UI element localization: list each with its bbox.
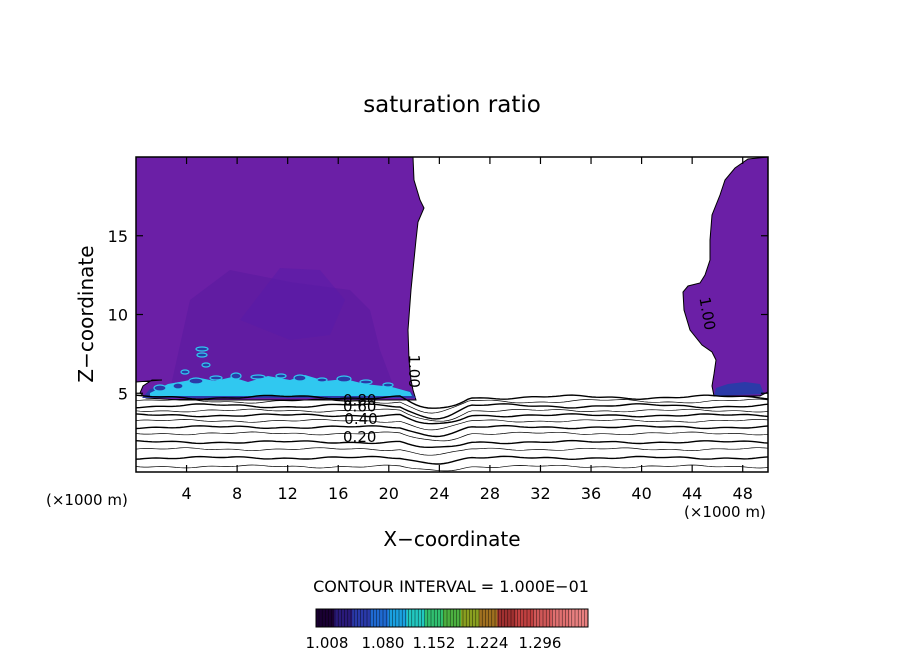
x-tick-label: 12: [278, 484, 298, 503]
colorbar: [315, 608, 589, 628]
colorbar-segment: [442, 609, 462, 627]
contour-line: [136, 455, 768, 465]
contour-line: [136, 413, 768, 425]
colorbar-segment: [497, 609, 516, 627]
cyan-blob: [180, 369, 190, 375]
contour-interval-label: CONTOUR INTERVAL = 1.000E−01: [313, 577, 589, 596]
x-axis-label: X−coordinate: [383, 527, 520, 551]
chart-title: saturation ratio: [363, 92, 541, 118]
colorbar-tick-label: 1.152: [413, 634, 456, 652]
contour-lines-layer: [136, 394, 768, 472]
cyan-blob: [316, 377, 328, 383]
y-tick-label: 10: [108, 306, 128, 325]
colorbar-segment: [352, 609, 371, 627]
cyan-blob: [209, 375, 223, 381]
colorbar-segment: [461, 609, 480, 627]
supersaturation-region-right: [682, 157, 768, 397]
cyan-blob: [195, 346, 209, 352]
x-axis-unit: (×1000 m): [684, 503, 766, 521]
cyan-blob: [293, 374, 307, 382]
contour-label: 0.60: [343, 397, 376, 415]
contour-line: [136, 418, 768, 431]
contour-line: [136, 408, 768, 422]
contour-line: [136, 431, 768, 442]
contour-label: 1.00: [695, 296, 719, 332]
colorbar-segment: [569, 609, 589, 627]
x-tick-label: 48: [733, 484, 753, 503]
contour-line: [136, 403, 768, 420]
y-tick-label: 15: [108, 227, 128, 246]
colorbar-tick-label: 1.008: [306, 634, 349, 652]
contour-label: 1.00: [405, 354, 423, 387]
x-tick-label: 20: [379, 484, 399, 503]
x-tick-label: 24: [429, 484, 449, 503]
x-tick-label: 36: [581, 484, 601, 503]
supersaturation-fill-layer: [136, 157, 768, 401]
x-tick-label: 4: [181, 484, 191, 503]
contour-label: 0.20: [343, 428, 376, 446]
contour-label-layer: 1.00 1.00 0.800.600.400.20: [343, 296, 719, 446]
x-tick-label: 28: [480, 484, 500, 503]
cyan-blob: [230, 372, 242, 380]
contour-line: [136, 439, 768, 448]
cyan-blob: [359, 379, 373, 385]
y-axis-unit: (×1000 m): [46, 491, 128, 509]
y-axis: 5 10 15: [108, 227, 768, 403]
colorbar-segment: [388, 609, 408, 627]
cyan-blob-group: [153, 346, 394, 392]
colorbar-segment: [515, 609, 535, 627]
contour-line: [136, 394, 768, 409]
y-axis-label: Z−coordinate: [74, 245, 98, 382]
cyan-blob: [250, 374, 266, 380]
colorbar-tick-label: 1.296: [519, 634, 562, 652]
x-axis: 4 8 12 16 20 24 28 32 36 40 44 48: [181, 157, 753, 503]
x-tick-label: 40: [631, 484, 651, 503]
cyan-blob: [382, 382, 394, 388]
colorbar-segment: [334, 609, 353, 627]
contour-line: [136, 464, 768, 472]
colorbar-tick-label: 1.080: [362, 634, 405, 652]
y-tick-label: 5: [118, 384, 128, 403]
dark-cloud-patch-2: [240, 268, 345, 340]
cyan-blob: [201, 362, 211, 368]
x-tick-label: 16: [328, 484, 348, 503]
x-tick-label: 8: [232, 484, 242, 503]
colorbar-frame: [315, 608, 589, 628]
blue-band-right: [714, 382, 764, 396]
x-tick-label: 32: [530, 484, 550, 503]
x-tick-label: 44: [682, 484, 702, 503]
cyan-blob: [336, 375, 352, 383]
colorbar-tick-label: 1.224: [466, 634, 509, 652]
cyan-blob: [172, 382, 184, 390]
contour-label: 0.40: [344, 410, 377, 428]
contour-line: [136, 398, 768, 414]
colorbar-segment: [406, 609, 426, 627]
contour-label: 0.80: [343, 391, 376, 409]
contour-line: [136, 424, 768, 438]
cyan-blob: [196, 352, 208, 358]
cyan-blob: [153, 384, 167, 392]
cyan-blob: [188, 377, 204, 385]
colorbar-tick-labels: 1.008 1.080 1.152 1.224 1.296: [306, 634, 562, 652]
colorbar-segment: [551, 609, 571, 627]
cyan-blob: [275, 373, 287, 379]
contour-line: [136, 447, 768, 456]
